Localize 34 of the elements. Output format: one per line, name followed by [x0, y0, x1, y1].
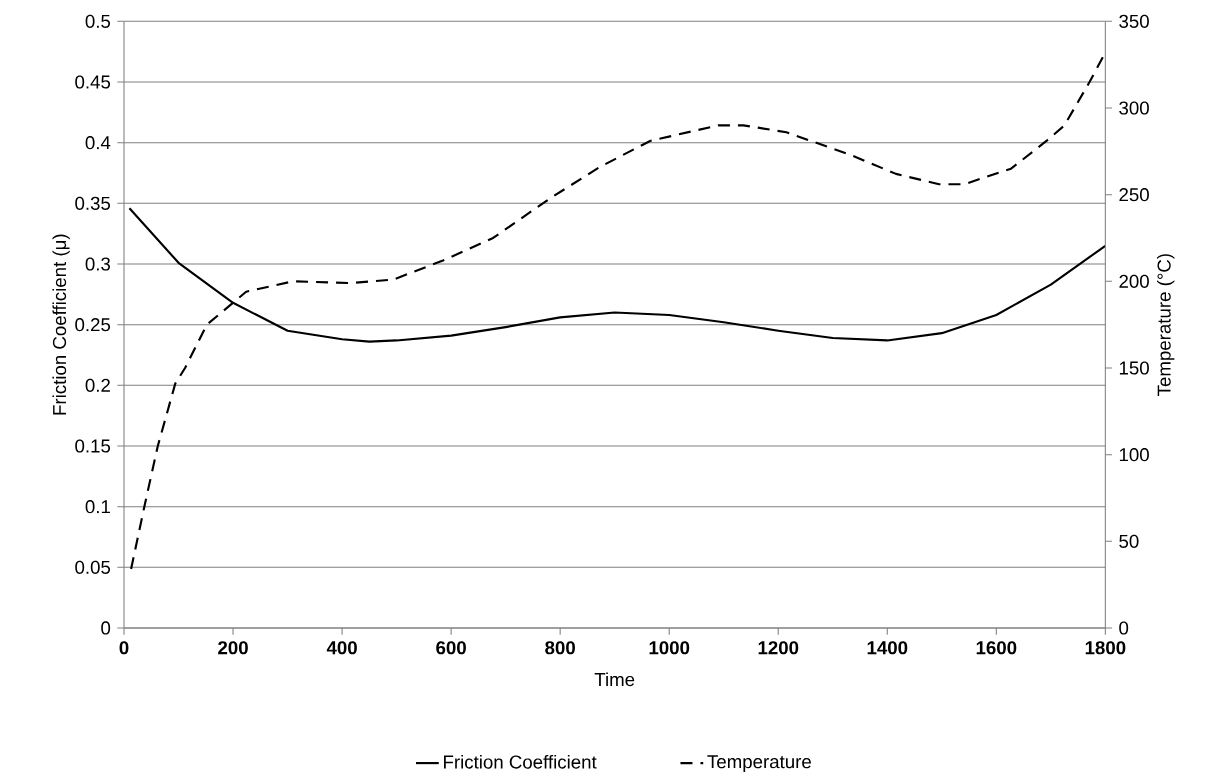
y2-tick-label: 300 [1119, 101, 1149, 115]
y-tick-label: 0.3 [85, 257, 111, 271]
x-tick-label: 400 [326, 641, 357, 655]
x-tick-label: 200 [218, 641, 248, 655]
x-tick-label: 1000 [649, 641, 690, 655]
x-tick-label: 1200 [758, 641, 799, 655]
y2-tick-label: 100 [1119, 448, 1149, 462]
x-tick-label: 1400 [867, 641, 908, 655]
y-tick-label: 0.15 [75, 439, 111, 453]
y-tick-label: 0.1 [85, 500, 110, 514]
legend-label: Temperature [707, 755, 811, 772]
x-tick-label: 1600 [976, 641, 1017, 655]
y-tick-label: 0.25 [75, 318, 111, 332]
y-tick-label: 0.35 [75, 196, 111, 210]
y-axis-title: Friction Coefficient (μ) [52, 234, 70, 415]
y2-tick-label: 200 [1119, 274, 1149, 288]
y-tick-label: 0.05 [75, 560, 111, 574]
y-tick-label: 0.5 [85, 14, 111, 28]
y-tick-label: 0.45 [75, 75, 111, 89]
x-axis-title: Time [594, 672, 635, 687]
y-tick-label: 0 [101, 621, 111, 635]
legend-label: Friction Coefficient [444, 754, 597, 769]
x-tick-label: 800 [545, 641, 575, 655]
y2-tick-label: 150 [1119, 361, 1149, 375]
y2-axis-title: Temperature (°C) [1157, 254, 1175, 396]
y2-tick-label: 0 [1119, 621, 1129, 635]
x-tick-label: 0 [119, 641, 129, 655]
x-tick-label: 1800 [1085, 641, 1126, 655]
y2-tick-label: 50 [1119, 534, 1139, 548]
y-tick-label: 0.4 [85, 136, 111, 150]
y2-tick-label: 350 [1119, 14, 1149, 28]
x-tick-label: 600 [436, 641, 466, 655]
y-tick-label: 0.2 [85, 378, 110, 392]
y2-tick-label: 250 [1119, 188, 1149, 202]
